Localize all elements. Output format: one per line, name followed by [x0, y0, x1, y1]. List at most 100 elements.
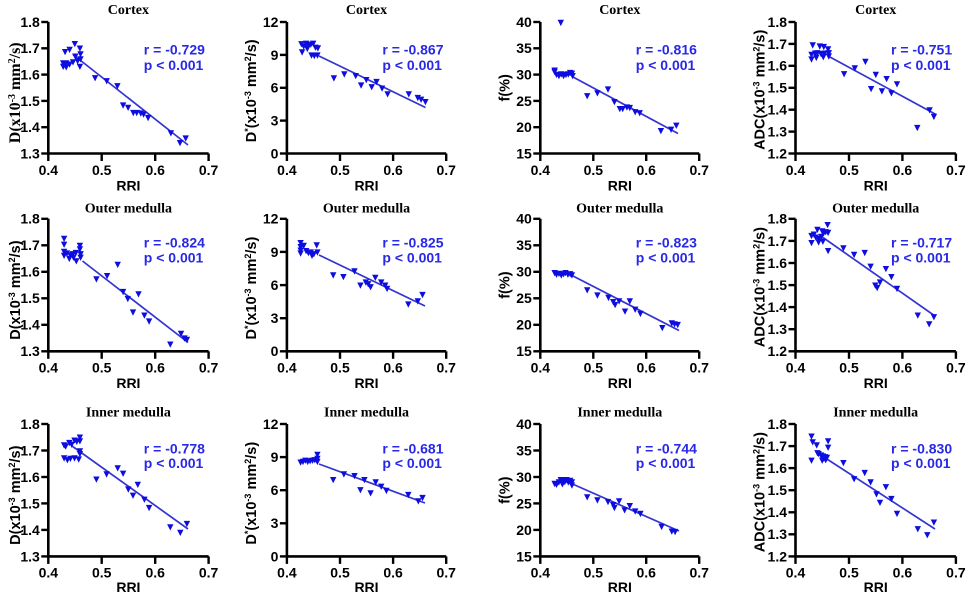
- svg-text:1.8: 1.8: [768, 211, 788, 227]
- svg-text:Outer medulla: Outer medulla: [85, 201, 172, 216]
- svg-text:1.5: 1.5: [768, 482, 788, 498]
- svg-text:0.4: 0.4: [531, 360, 551, 376]
- svg-text:f(%): f(%): [497, 74, 513, 102]
- svg-text:0.6: 0.6: [893, 162, 913, 178]
- svg-text:p < 0.001: p < 0.001: [382, 57, 442, 73]
- svg-text:0.5: 0.5: [839, 162, 859, 178]
- svg-text:0.4: 0.4: [277, 360, 297, 376]
- svg-text:1.6: 1.6: [768, 58, 788, 74]
- svg-text:9: 9: [271, 47, 279, 63]
- svg-text:0.7: 0.7: [436, 565, 456, 581]
- svg-text:Cortex: Cortex: [855, 3, 896, 18]
- svg-text:0.6: 0.6: [383, 565, 403, 581]
- svg-text:p < 0.001: p < 0.001: [891, 57, 951, 73]
- svg-text:p < 0.001: p < 0.001: [891, 455, 951, 471]
- svg-text:1.7: 1.7: [20, 442, 40, 458]
- svg-text:r = -0.816: r = -0.816: [636, 42, 697, 58]
- svg-text:D(x10-3 mm2/s): D(x10-3 mm2/s): [7, 445, 24, 544]
- svg-text:1.3: 1.3: [20, 548, 40, 564]
- svg-text:RRI: RRI: [354, 579, 378, 593]
- svg-text:f(%): f(%): [497, 476, 513, 504]
- svg-text:0.6: 0.6: [145, 162, 165, 178]
- svg-text:3: 3: [271, 515, 279, 531]
- svg-text:1.5: 1.5: [20, 290, 40, 306]
- svg-text:p < 0.001: p < 0.001: [636, 455, 696, 471]
- svg-text:D*(x10-3 mm2/s): D*(x10-3 mm2/s): [243, 237, 260, 340]
- svg-text:0.6: 0.6: [893, 360, 913, 376]
- svg-text:p < 0.001: p < 0.001: [144, 455, 204, 471]
- svg-text:0.5: 0.5: [92, 162, 112, 178]
- svg-text:1.6: 1.6: [20, 469, 40, 485]
- svg-text:0: 0: [271, 548, 279, 564]
- svg-text:25: 25: [516, 495, 532, 511]
- svg-text:30: 30: [516, 264, 532, 280]
- svg-text:0.4: 0.4: [39, 565, 59, 581]
- svg-text:1.3: 1.3: [768, 526, 788, 542]
- svg-text:r = -0.823: r = -0.823: [636, 235, 697, 251]
- svg-text:Outer medulla: Outer medulla: [576, 201, 663, 216]
- svg-text:15: 15: [516, 343, 532, 359]
- svg-text:0.4: 0.4: [39, 162, 59, 178]
- svg-text:ADC(x10-3 mm2/s): ADC(x10-3 mm2/s): [752, 432, 769, 552]
- svg-text:35: 35: [516, 237, 532, 253]
- svg-text:0.6: 0.6: [383, 360, 403, 376]
- svg-text:RRI: RRI: [864, 375, 888, 391]
- svg-text:9: 9: [271, 449, 279, 465]
- svg-text:Outer medulla: Outer medulla: [832, 201, 919, 216]
- svg-text:1.8: 1.8: [20, 416, 40, 432]
- svg-text:0.7: 0.7: [946, 360, 966, 376]
- svg-text:r = -0.830: r = -0.830: [891, 441, 952, 457]
- svg-text:3: 3: [271, 310, 279, 326]
- svg-text:1.2: 1.2: [768, 145, 788, 161]
- svg-text:p < 0.001: p < 0.001: [382, 250, 442, 266]
- svg-text:25: 25: [516, 93, 532, 109]
- svg-text:15: 15: [516, 548, 532, 564]
- svg-text:D(x10-3 mm2/s): D(x10-3 mm2/s): [7, 42, 24, 143]
- svg-text:Inner medulla: Inner medulla: [577, 406, 662, 421]
- svg-text:0.7: 0.7: [946, 162, 966, 178]
- svg-text:25: 25: [516, 290, 532, 306]
- svg-text:1.3: 1.3: [20, 343, 40, 359]
- svg-text:RRI: RRI: [608, 579, 632, 593]
- svg-text:r = -0.729: r = -0.729: [144, 42, 205, 58]
- svg-text:12: 12: [263, 416, 279, 432]
- svg-text:D*(x10-3 mm2/s): D*(x10-3 mm2/s): [243, 39, 260, 142]
- svg-text:RRI: RRI: [354, 177, 378, 193]
- svg-text:r = -0.825: r = -0.825: [382, 235, 443, 251]
- svg-text:1.3: 1.3: [768, 124, 788, 140]
- svg-text:0.6: 0.6: [636, 360, 656, 376]
- svg-text:RRI: RRI: [608, 375, 632, 391]
- svg-text:0.5: 0.5: [92, 360, 112, 376]
- svg-text:0.7: 0.7: [689, 360, 709, 376]
- svg-text:RRI: RRI: [608, 177, 632, 193]
- svg-text:12: 12: [263, 211, 279, 227]
- svg-text:0.5: 0.5: [330, 162, 350, 178]
- svg-text:1.7: 1.7: [20, 40, 40, 56]
- svg-text:D*(x10-3 mm2/s): D*(x10-3 mm2/s): [243, 442, 260, 545]
- svg-text:1.5: 1.5: [768, 277, 788, 293]
- svg-text:ADC(x10-3 mm2/s): ADC(x10-3 mm2/s): [752, 227, 769, 347]
- svg-text:Inner medulla: Inner medulla: [86, 406, 171, 421]
- svg-text:6: 6: [271, 80, 279, 96]
- svg-text:1.6: 1.6: [768, 255, 788, 271]
- svg-text:30: 30: [516, 67, 532, 83]
- svg-text:0: 0: [271, 343, 279, 359]
- svg-text:0.6: 0.6: [636, 162, 656, 178]
- svg-text:f(%): f(%): [497, 271, 513, 299]
- svg-text:0.7: 0.7: [199, 360, 219, 376]
- svg-text:1.4: 1.4: [20, 522, 40, 538]
- svg-text:p < 0.001: p < 0.001: [636, 57, 696, 73]
- svg-text:0.6: 0.6: [145, 360, 165, 376]
- svg-text:1.3: 1.3: [768, 321, 788, 337]
- svg-text:p < 0.001: p < 0.001: [144, 57, 204, 73]
- svg-text:0.4: 0.4: [786, 162, 806, 178]
- svg-text:1.4: 1.4: [768, 299, 788, 315]
- svg-text:0.4: 0.4: [531, 162, 551, 178]
- svg-text:r = -0.751: r = -0.751: [891, 42, 952, 58]
- svg-text:1.8: 1.8: [20, 211, 40, 227]
- svg-text:0.6: 0.6: [893, 565, 913, 581]
- svg-text:0.7: 0.7: [689, 162, 709, 178]
- svg-text:D(x10-3 mm2/s): D(x10-3 mm2/s): [7, 240, 24, 339]
- svg-text:p < 0.001: p < 0.001: [382, 455, 442, 471]
- svg-text:1.5: 1.5: [768, 80, 788, 96]
